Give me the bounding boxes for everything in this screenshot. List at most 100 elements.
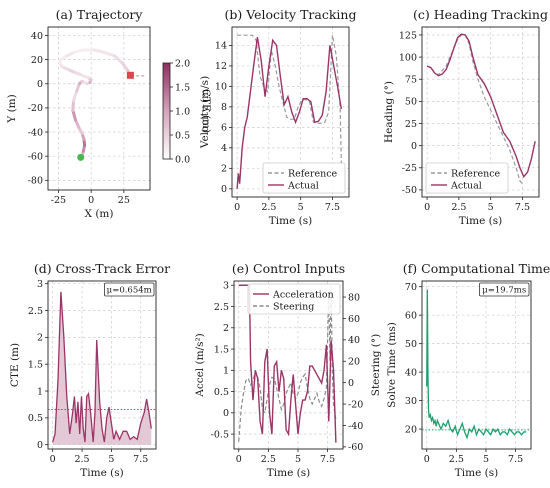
y-tick-label: 2	[221, 164, 227, 175]
y-tick-label: 70	[405, 282, 417, 293]
x-tick-label: 0	[50, 454, 56, 465]
x-axis-label: Time (s)	[80, 467, 123, 479]
y-tick-label: 2.5	[28, 306, 43, 317]
chart-title: (d) Cross-Track Error	[34, 261, 170, 276]
y-tick-label: -60	[28, 151, 43, 162]
y-tick-label: 50	[405, 97, 417, 108]
y2-tick-label: 40	[348, 335, 360, 346]
y-tick-label: 20	[31, 55, 43, 66]
colorbar-tick-label: 1.5	[175, 82, 190, 93]
x-tick-label: 0	[234, 202, 240, 213]
series-acceleration	[238, 284, 337, 443]
panel-cte: 0 2.5 5 7.5 0 0.5 1 1.5 2 2.5 3 (d) Cross-Track Err…	[9, 261, 170, 479]
x-tick-label: 2.5	[74, 454, 89, 465]
y-tick-label: 0	[223, 408, 229, 419]
end-marker	[126, 71, 134, 79]
colorbar-tick-label: 2.0	[175, 58, 190, 69]
chart-title: (a) Trajectory	[56, 7, 144, 22]
y-axis-label: CTE (m)	[9, 343, 21, 387]
y-tick-label: 3	[37, 279, 43, 290]
y-tick-label: 30	[405, 396, 417, 407]
y-tick-label: 1	[37, 386, 43, 397]
colorbar-tick-label: 0.0	[175, 154, 190, 165]
y-tick-label: 20	[405, 424, 417, 435]
panel-trajectory: -25 0 25 40 20 0 -20 -40 -60 -80 (a) Trajectory X (…	[6, 7, 212, 220]
y2-tick-label: 80	[348, 292, 360, 303]
y2-tick-label: 0	[348, 378, 354, 389]
y-tick-label: 1.5	[28, 359, 43, 370]
y-tick-label: 50	[405, 339, 417, 350]
legend-entry: Acceleration	[272, 289, 334, 300]
y-tick-label: 0.5	[28, 413, 43, 424]
y2-tick-label: -40	[348, 421, 363, 432]
x-tick-label: 2.5	[261, 202, 276, 213]
x-tick-label: 7.5	[133, 454, 148, 465]
y-tick-label: 4	[221, 143, 227, 154]
y-axis-label: Solve Time (ms)	[386, 322, 398, 408]
axes-frame	[421, 280, 532, 450]
x-tick-label: 7.5	[320, 454, 335, 465]
trajectory-segment	[72, 48, 85, 54]
x-axis-label: Time (s)	[459, 215, 502, 227]
x-tick-label: 5	[488, 202, 494, 213]
chart-title: (e) Control Inputs	[232, 261, 345, 276]
y2-axis-label: Steering (°)	[370, 334, 382, 396]
legend-entry: Steering	[273, 301, 314, 312]
x-axis-label: X (m)	[85, 208, 114, 220]
legend-box	[247, 283, 341, 315]
panel-compute: 0 2.5 5 7.5 70 60 50 40 30 20 (f) Computational Ti…	[386, 261, 550, 479]
y-tick-label: 14	[215, 41, 227, 52]
x-tick-label: 0	[424, 454, 430, 465]
y-tick-label: 0.5	[214, 387, 229, 398]
trajectory-segment	[71, 108, 77, 122]
y-tick-label: 25	[405, 119, 417, 130]
series-reference	[237, 34, 342, 164]
y-tick-label: 1	[223, 366, 229, 377]
legend-entry: Reference	[451, 168, 501, 179]
y2-tick-label: -60	[348, 442, 363, 453]
x-tick-label: 25	[118, 195, 130, 206]
series-solve-time	[426, 289, 527, 440]
cte-area	[52, 291, 152, 445]
y-tick-label: 10	[215, 82, 227, 93]
axes-frame	[231, 26, 350, 198]
x-tick-label: 5	[298, 202, 304, 213]
x-tick-label: 7.5	[325, 202, 340, 213]
trajectory-segment	[92, 48, 106, 54]
trajectory-segment	[71, 99, 75, 112]
x-tick-label: 7.5	[515, 202, 530, 213]
x-tick-label: 2.5	[451, 202, 466, 213]
panel-control: 0 2.5 5 7.5 3 2.5 2 1.5 1 0.5 0 -0.5 (e) Control Inp…	[194, 261, 382, 479]
y-tick-label: -50	[402, 185, 417, 196]
axes-frame	[421, 26, 540, 198]
series-actual	[236, 37, 343, 189]
mean-box	[478, 282, 530, 297]
x-axis-label: Time (s)	[455, 467, 498, 479]
y-tick-label: 0	[221, 184, 227, 195]
y-tick-label: 125	[399, 30, 417, 41]
colorbar-label: CTE (m)	[200, 89, 212, 133]
y-tick-label: 75	[405, 75, 417, 86]
x-tick-label: 0	[88, 195, 94, 206]
y-tick-label: -40	[28, 127, 43, 138]
axes-frame	[233, 280, 344, 450]
y-axis-label: Y (m)	[6, 94, 18, 123]
y-tick-label: 40	[405, 367, 417, 378]
y2-tick-label: 20	[348, 357, 360, 368]
axes-frame	[47, 280, 157, 450]
y-axis-label: Heading (°)	[383, 81, 395, 143]
y-tick-label: -80	[28, 176, 43, 187]
colorbar-tick-label: 0.5	[175, 130, 190, 141]
y-axis-label: Velocity (m/s)	[199, 76, 211, 149]
legend-entry: Actual	[450, 180, 482, 191]
y-tick-label: 40	[31, 31, 43, 42]
y2-tick-label: -20	[348, 399, 363, 410]
axes-frame	[47, 26, 151, 191]
y-tick-label: 12	[215, 61, 227, 72]
x-tick-label: 5	[108, 454, 114, 465]
mean-label: μ=19.7ms	[482, 286, 526, 296]
y-tick-label: 0	[37, 440, 43, 451]
